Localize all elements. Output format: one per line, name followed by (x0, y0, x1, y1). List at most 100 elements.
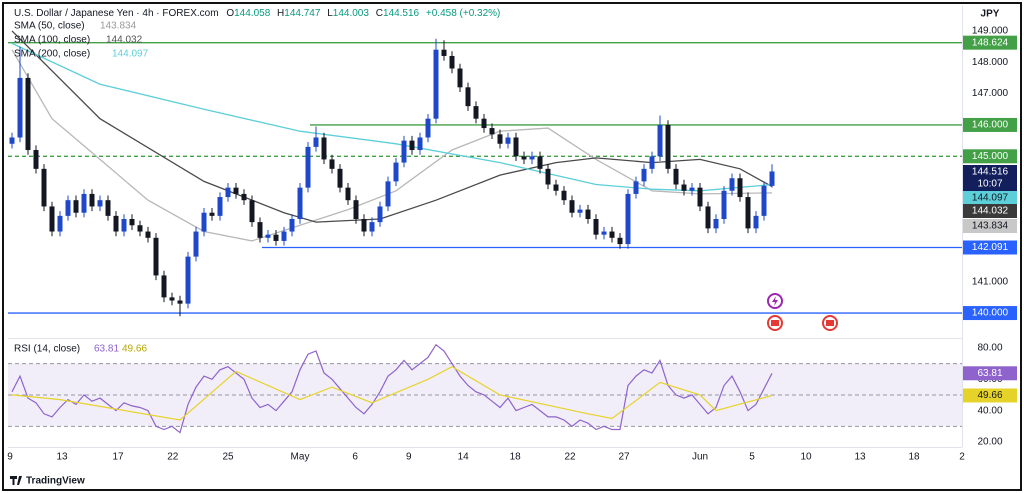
candle-body (337, 168, 343, 188)
price-badge-bg (963, 165, 1017, 191)
candle-body (633, 181, 639, 194)
logo (10, 476, 22, 485)
rsi-label-bg (963, 366, 1017, 381)
candle-body (185, 256, 191, 304)
candle-body (113, 215, 119, 232)
candle-body (561, 190, 567, 201)
price-label: 144.516 (972, 167, 1009, 178)
candle-body (657, 124, 663, 157)
candle-body (321, 137, 327, 160)
level-label: 145.000 (972, 151, 1009, 162)
candle-body (89, 193, 95, 207)
plot (8, 30, 962, 434)
candle-body (385, 181, 391, 207)
ohlc-letter: H (277, 8, 284, 19)
y-tick-label: 80.00 (977, 343, 1002, 354)
rsi-title: RSI (14, close) (14, 344, 80, 355)
x-tick-label: Jun (692, 452, 708, 463)
candle-body (41, 168, 47, 207)
x-tick-label: 2 (959, 452, 965, 463)
branding: TradingView (10, 476, 85, 487)
flag (826, 320, 834, 326)
sma-line (11, 30, 773, 223)
x-tick-label: 9 (7, 452, 13, 463)
candle-body (713, 218, 719, 229)
ohlc-letter: C (376, 8, 383, 19)
x-tick-label: 9 (406, 452, 412, 463)
y-tick-label: 141.000 (972, 276, 1009, 287)
candle-body (529, 156, 535, 160)
candle-body (697, 187, 703, 207)
candle-body (201, 212, 207, 232)
candle-body (665, 124, 671, 169)
symbol: U.S. Dollar / Japanese Yen · 4h · FOREX.… (14, 8, 219, 19)
candle-body (65, 200, 71, 216)
currency: JPY (981, 9, 1000, 20)
candle-body (377, 206, 383, 223)
candle-body (617, 237, 623, 245)
countdown: 10:07 (977, 179, 1002, 190)
candle-body (129, 218, 135, 226)
candle-body (433, 49, 439, 119)
candle-body (153, 237, 159, 276)
candle-body (737, 178, 743, 198)
flag (771, 320, 779, 326)
candle-body (361, 218, 367, 232)
candle-body (545, 168, 551, 185)
ohlc-value: 144.058 (234, 8, 271, 19)
ohlc-letter: L (327, 8, 333, 19)
candle-body (761, 185, 767, 216)
candle-body (225, 187, 231, 198)
ohlc-value: 144.003 (333, 8, 370, 19)
rsi-line (11, 343, 773, 434)
candle-body (49, 206, 55, 232)
candle-body (137, 225, 143, 232)
candle-body (681, 184, 687, 191)
x-tick-label: 13 (854, 452, 866, 463)
candle-body (241, 193, 247, 201)
candle-body (417, 137, 423, 151)
candle-body (409, 140, 415, 151)
sma-line (11, 49, 773, 242)
candle-body (297, 187, 303, 219)
candle-body (33, 150, 39, 169)
candle-body (569, 200, 575, 213)
candle-body (537, 156, 543, 169)
candle-body (169, 297, 175, 301)
y-tick-label: 149.000 (972, 26, 1009, 37)
ohlc-value: 144.516 (383, 8, 420, 19)
rsi-legend-value: 49.66 (122, 344, 147, 355)
header: U.S. Dollar / Japanese Yen · 4h · FOREX.… (14, 8, 500, 19)
candle-body (425, 118, 431, 138)
candle-body (281, 231, 287, 241)
legend-value: 144.032 (106, 35, 143, 46)
level-label: 148.624 (972, 37, 1009, 48)
candle-body (289, 218, 295, 232)
ohlc-value: 144.747 (284, 8, 321, 19)
candle-body (745, 197, 751, 229)
candle-body (265, 234, 271, 238)
candle-body (249, 200, 255, 223)
x-tick-label: 18 (908, 452, 920, 463)
candle-body (209, 212, 215, 216)
x-tick-label: 6 (352, 452, 358, 463)
level-label: 140.000 (972, 308, 1009, 319)
candle-body (729, 178, 735, 191)
lightning (772, 296, 778, 306)
x-tick-label: 25 (222, 452, 234, 463)
event-icons (767, 293, 838, 331)
x-tick-label: 5 (749, 452, 755, 463)
candle-body (105, 200, 111, 216)
legend-name: SMA (50, close) (14, 21, 85, 32)
candle-body (601, 231, 607, 235)
candle-body (641, 168, 647, 182)
candle-body (505, 137, 511, 144)
candle-body (753, 215, 759, 229)
candle-body (673, 168, 679, 185)
candle-body (9, 137, 15, 144)
sma-label-bg (963, 191, 1017, 205)
x-tick-label: 22 (564, 452, 576, 463)
y-tick-label: 148.000 (972, 57, 1009, 68)
